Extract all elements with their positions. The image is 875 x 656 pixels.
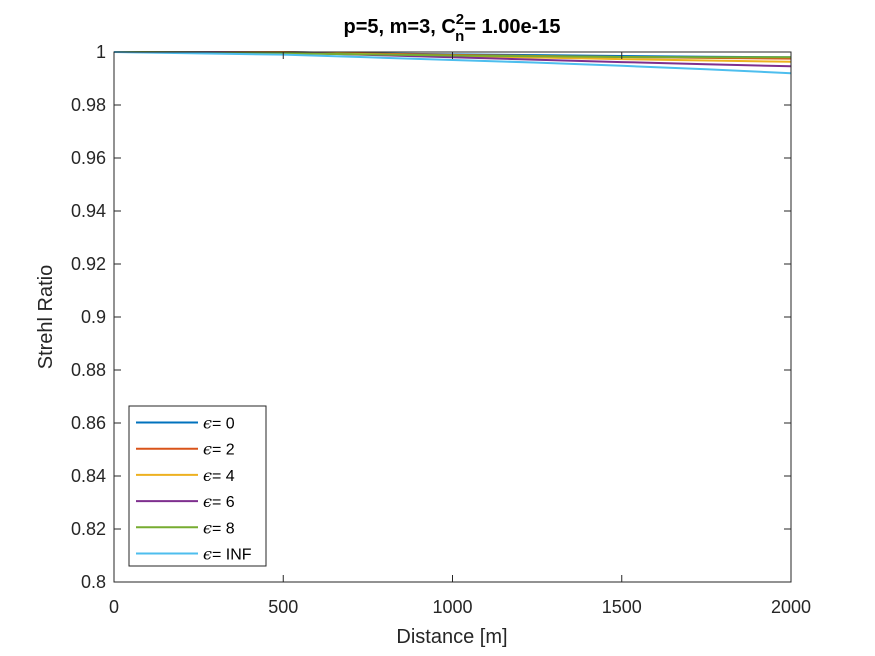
legend-label-0: ϵ= 0 (203, 414, 235, 433)
legend-series-name: = INF (212, 547, 252, 564)
legend-label-1: ϵ= 2 (203, 440, 235, 459)
legend-epsilon-symbol: ϵ (203, 414, 212, 433)
legend-label-2: ϵ= 4 (203, 466, 235, 485)
y-tick-label-4: 0.88 (71, 360, 106, 380)
legend-box (128, 405, 267, 567)
y-tick-label-7: 0.94 (71, 201, 106, 221)
x-tick-label-0: 0 (109, 597, 119, 617)
title-prefix: p=5, m=3, C (344, 16, 456, 38)
x-axis-label: Distance [m] (396, 626, 507, 648)
legend-label-3: ϵ= 6 (203, 492, 235, 511)
y-tick-label-2: 0.84 (71, 466, 106, 486)
y-tick-label-8: 0.96 (71, 148, 106, 168)
y-tick-label-9: 0.98 (71, 95, 106, 115)
legend-series-name: = 8 (212, 520, 235, 537)
legend-series-name: = 2 (212, 442, 235, 459)
title-superscript: 2 (456, 11, 464, 28)
legend: ϵ= 0ϵ= 2ϵ= 4ϵ= 6ϵ= 8ϵ= INF (128, 405, 267, 567)
legend-epsilon-symbol: ϵ (203, 518, 212, 537)
series-line-5 (113, 51, 792, 75)
legend-epsilon-symbol: ϵ (203, 466, 212, 485)
legend-epsilon-symbol: ϵ (203, 545, 212, 564)
legend-series-name: = 4 (212, 468, 235, 485)
legend-epsilon-symbol: ϵ (203, 492, 212, 511)
x-tick-label-4: 2000 (771, 597, 811, 617)
title-suffix: = 1.00e-15 (464, 16, 560, 38)
legend-label-4: ϵ= 8 (203, 518, 235, 537)
x-tick-label-2: 1000 (432, 597, 472, 617)
x-tick-label-1: 500 (268, 597, 298, 617)
y-tick-label-1: 0.82 (71, 519, 106, 539)
x-tick-labels: 0 500 1000 1500 2000 (109, 597, 811, 617)
legend-series-name: = 6 (212, 494, 235, 511)
y-tick-label-3: 0.86 (71, 413, 106, 433)
y-tick-label-5: 0.9 (81, 307, 106, 327)
title-subscript: n (455, 28, 464, 45)
legend-entries: ϵ= 0ϵ= 2ϵ= 4ϵ= 6ϵ= 8ϵ= INF (136, 414, 252, 564)
y-axis-label: Strehl Ratio (35, 265, 57, 370)
legend-label-5: ϵ= INF (203, 545, 252, 564)
legend-epsilon-symbol: ϵ (203, 440, 212, 459)
y-tick-label-0: 0.8 (81, 572, 106, 592)
y-tick-label-10: 1 (96, 42, 106, 62)
ticks-layer (113, 51, 792, 583)
y-tick-labels: 0.8 0.82 0.84 0.86 0.88 0.9 0.92 0.94 0.96 0.98 1 (71, 42, 106, 592)
chart-title: p=5, m=3, C2 n= 1.00e-15 (344, 11, 561, 45)
legend-series-name: = 0 (212, 416, 235, 433)
x-tick-label-3: 1500 (602, 597, 642, 617)
y-tick-label-6: 0.92 (71, 254, 106, 274)
